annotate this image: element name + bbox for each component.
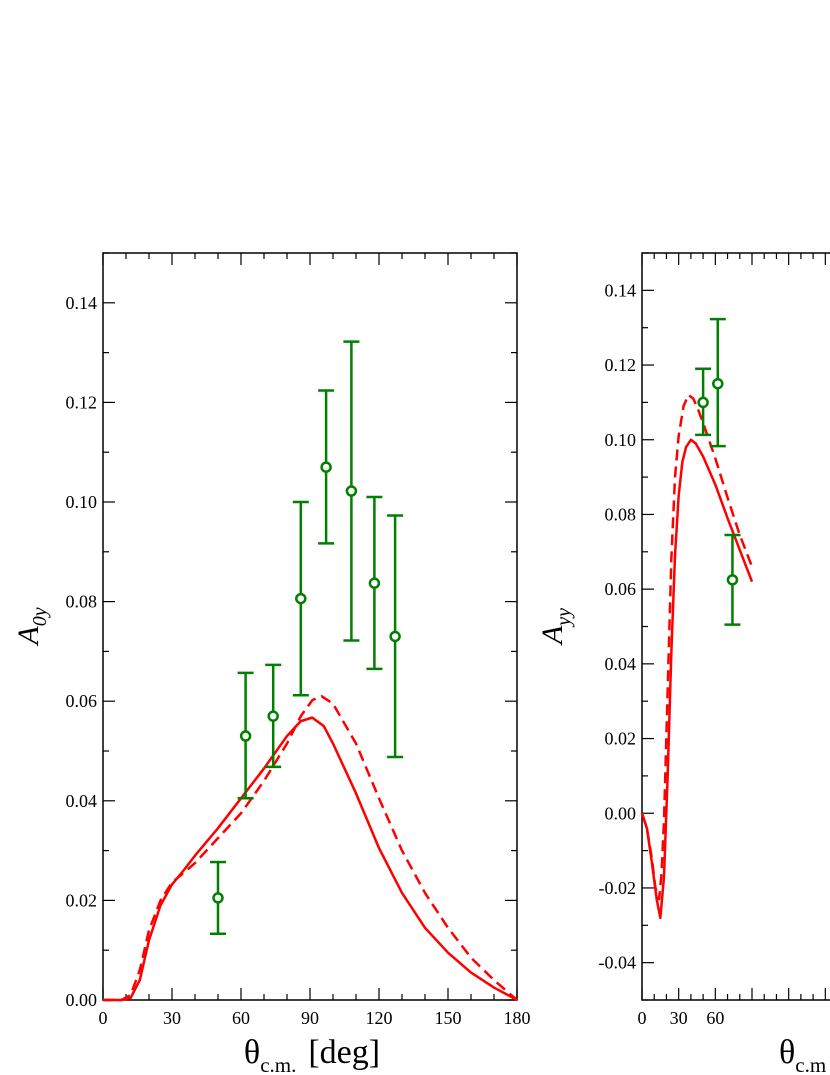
y-tick-label: 0.12 xyxy=(66,392,98,412)
solid-curve xyxy=(103,716,518,1002)
data-points xyxy=(695,317,741,626)
y-tick-label: 0.02 xyxy=(605,729,637,749)
data-marker xyxy=(697,396,709,409)
data-marker xyxy=(267,710,279,722)
x-tick-label: 60 xyxy=(232,1008,250,1028)
y-tick-label: 0.04 xyxy=(605,654,637,674)
plot-frame xyxy=(102,252,518,1001)
y-tick-label: -0.02 xyxy=(599,878,637,898)
x-tick-label: 30 xyxy=(670,1008,688,1028)
data-point xyxy=(318,389,335,545)
data-point xyxy=(709,317,726,448)
x-tick-label: 180 xyxy=(504,1008,531,1028)
y-tick-label: 0.14 xyxy=(605,280,637,300)
y-tick-label: 0.14 xyxy=(66,293,98,313)
y-axis-title-sub: yy xyxy=(553,608,575,628)
dashed-curve xyxy=(640,393,754,901)
y-axis-title: Ayy xyxy=(536,608,575,646)
y-tick-label: 0.00 xyxy=(605,803,637,823)
x-tick-label: 120 xyxy=(366,1008,393,1028)
x-tick-label: 90 xyxy=(301,1008,319,1028)
x-tick-label: 30 xyxy=(163,1008,181,1028)
data-point xyxy=(366,495,383,671)
data-point xyxy=(724,533,741,626)
x-tick-label: 0 xyxy=(638,1008,647,1028)
data-point xyxy=(695,367,712,437)
y-tick-label: 0.04 xyxy=(66,791,98,811)
data-marker xyxy=(239,730,252,742)
y-axis-title: A0y xyxy=(12,607,51,646)
y-tick-label: 0.10 xyxy=(66,492,98,512)
data-point xyxy=(237,671,254,800)
y-tick-label: 0.08 xyxy=(605,504,637,524)
x-axis-title-sub: c.m. xyxy=(260,1053,296,1075)
y-tick-label: -0.04 xyxy=(599,953,637,973)
data-marker xyxy=(320,461,332,473)
data-point xyxy=(265,663,282,769)
y-tick-label: 0.00 xyxy=(66,990,98,1010)
y-axis-title-sub: 0y xyxy=(29,607,51,626)
ticks: 0 30 60 90 120 150 180 0.00 0.02 0.04 0.06 0.08 0.10… xyxy=(66,252,531,1028)
x-axis-title-unit: [deg] xyxy=(308,1034,380,1071)
data-point xyxy=(343,340,360,642)
data-point xyxy=(292,500,309,697)
data-marker xyxy=(389,630,401,643)
theory-curves xyxy=(640,393,754,920)
x-tick-label: 60 xyxy=(706,1008,724,1028)
ticks: 0 30 60 -0.04 -0.02 0.00 0.02 0.04 0.06 0.08 0.10 0… xyxy=(599,252,826,1028)
x-axis-title-sub: c.m xyxy=(795,1053,826,1075)
y-tick-label: 0.10 xyxy=(605,430,637,450)
y-tick-label: 0.06 xyxy=(66,691,98,711)
x-axis-title: θc.m. [deg] xyxy=(244,1034,380,1075)
data-marker xyxy=(295,592,307,605)
data-point xyxy=(210,860,226,936)
data-marker xyxy=(726,574,739,586)
y-tick-label: 0.06 xyxy=(605,579,637,599)
y-tick-label: 0.02 xyxy=(66,890,98,910)
data-points xyxy=(210,340,404,936)
x-axis-title: θc.m xyxy=(779,1034,826,1075)
data-marker xyxy=(345,485,358,497)
data-marker xyxy=(212,892,224,904)
data-point xyxy=(387,514,404,759)
y-tick-label: 0.08 xyxy=(66,592,98,612)
x-tick-label: 150 xyxy=(435,1008,462,1028)
dashed-curve xyxy=(103,694,518,1002)
data-marker xyxy=(368,577,381,589)
panel-ayy: 0 30 60 -0.04 -0.02 0.00 0.02 0.04 0.06 0.08 0.10 0… xyxy=(536,252,830,1075)
data-marker xyxy=(712,377,724,390)
x-tick-label: 0 xyxy=(99,1008,108,1028)
y-tick-label: 0.12 xyxy=(605,355,637,375)
theory-curves xyxy=(103,694,518,1002)
solid-curve xyxy=(640,438,754,920)
panel-a0y: 0 30 60 90 120 150 180 0.00 0.02 0.04 0.06 0.08 0.10… xyxy=(12,252,531,1075)
